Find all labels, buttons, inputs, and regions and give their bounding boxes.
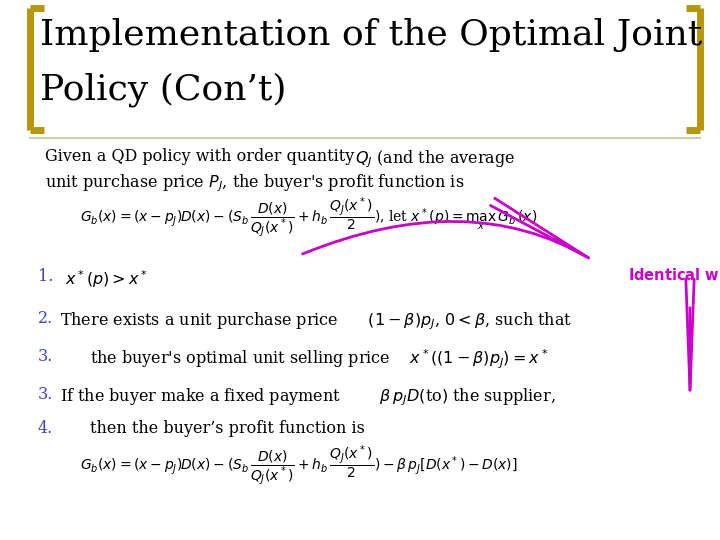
- Text: Policy (Con’t): Policy (Con’t): [40, 72, 287, 106]
- Text: $x^*(p) > x^*$: $x^*(p) > x^*$: [65, 268, 148, 289]
- Text: Implementation of the Optimal Joint: Implementation of the Optimal Joint: [40, 18, 702, 52]
- Text: 3.: 3.: [38, 348, 53, 365]
- Text: 1.: 1.: [38, 268, 53, 285]
- Text: unit purchase price $P_J$, the buyer's profit function is: unit purchase price $P_J$, the buyer's p…: [45, 172, 464, 194]
- Text: Given a QD policy with order quantity: Given a QD policy with order quantity: [45, 148, 354, 165]
- Text: 2.: 2.: [38, 310, 53, 327]
- Text: 3.: 3.: [38, 386, 53, 403]
- Text: Identical when $x = x^*$: Identical when $x = x^*$: [628, 265, 720, 284]
- Text: There exists a unit purchase price      $(1-\beta)p_J$, $0 < \beta$, such that: There exists a unit purchase price $(1-\…: [60, 310, 572, 332]
- Text: 4.: 4.: [38, 420, 53, 437]
- Text: If the buyer make a fixed payment        $\beta\, p_J D($to$)$ the supplier,: If the buyer make a fixed payment $\beta…: [60, 386, 556, 408]
- Text: $Q_J$ (and the average: $Q_J$ (and the average: [355, 148, 516, 170]
- Text: $G_b(x) = (x - p_J)D(x) - (S_b\,\dfrac{D(x)}{Q_J(x^*)} + h_b\,\dfrac{Q_J(x^*)}{2: $G_b(x) = (x - p_J)D(x) - (S_b\,\dfrac{D…: [80, 444, 518, 488]
- Text: the buyer's optimal unit selling price    $x^*((1-\beta)p_J) = x^*$: the buyer's optimal unit selling price $…: [90, 348, 549, 372]
- Text: then the buyer’s profit function is: then the buyer’s profit function is: [90, 420, 365, 437]
- Text: $G_b(x) = (x - p_J)D(x) - (S_b\,\dfrac{D(x)}{Q_J(x^*)} + h_b\,\dfrac{Q_J(x^*)}{2: $G_b(x) = (x - p_J)D(x) - (S_b\,\dfrac{D…: [80, 196, 537, 240]
